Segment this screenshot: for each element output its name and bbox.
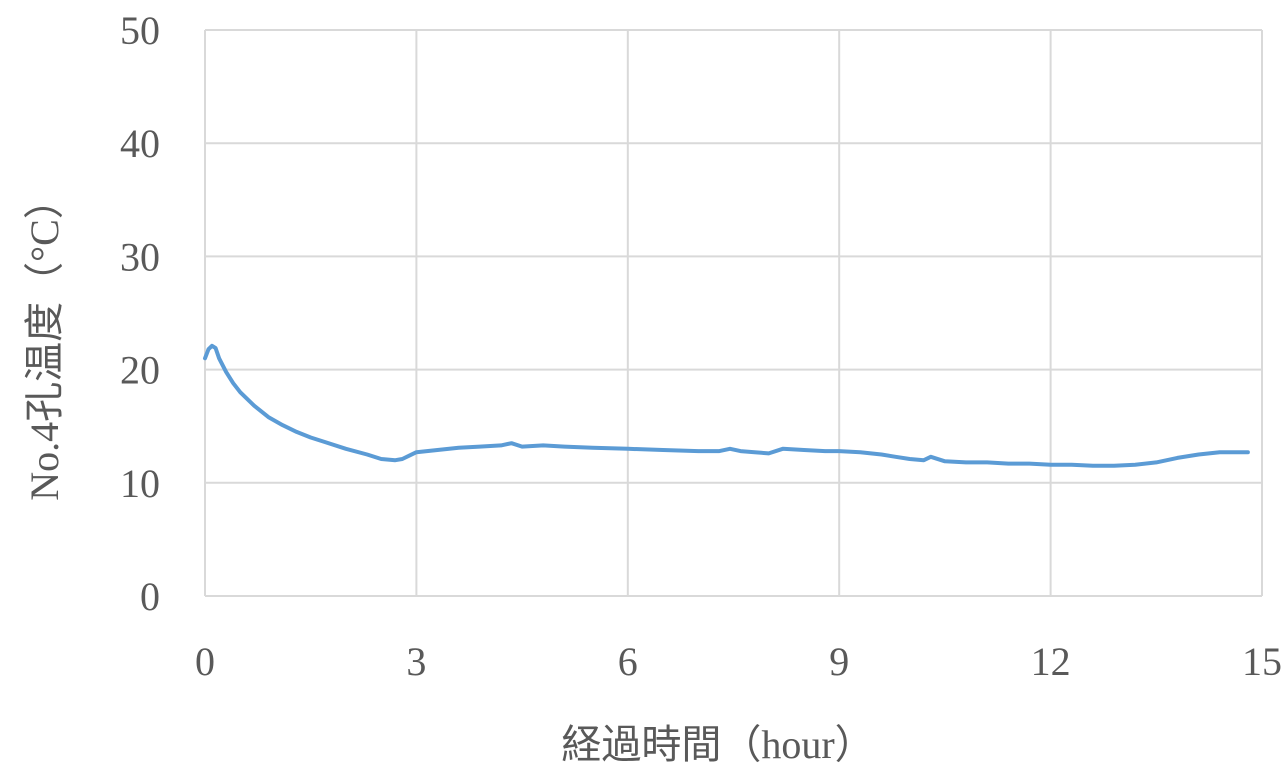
y-tick-label: 50: [120, 8, 160, 53]
horizontal-gridlines: [205, 29, 1262, 597]
x-tick-label: 12: [1031, 639, 1071, 684]
y-tick-label: 20: [120, 348, 160, 393]
vertical-gridlines: [204, 30, 1263, 596]
y-axis-tick-labels: 0 10 20 30 40 50: [120, 8, 160, 619]
y-tick-label: 10: [120, 461, 160, 506]
x-tick-label: 15: [1242, 639, 1282, 684]
y-tick-label: 40: [120, 121, 160, 166]
x-axis-title: 経過時間（hour）: [561, 722, 874, 766]
y-tick-label: 0: [140, 574, 160, 619]
y-tick-label: 30: [120, 234, 160, 279]
x-axis-tick-labels: 0 3 6 9 12 15: [195, 639, 1282, 684]
x-tick-label: 0: [195, 639, 215, 684]
x-tick-label: 9: [829, 639, 849, 684]
series-line: [203, 343, 1250, 468]
x-tick-label: 3: [406, 639, 426, 684]
x-tick-label: 6: [618, 639, 638, 684]
series-layer: [203, 343, 1250, 468]
y-axis-title: No.4孔温度（°C）: [22, 179, 67, 501]
